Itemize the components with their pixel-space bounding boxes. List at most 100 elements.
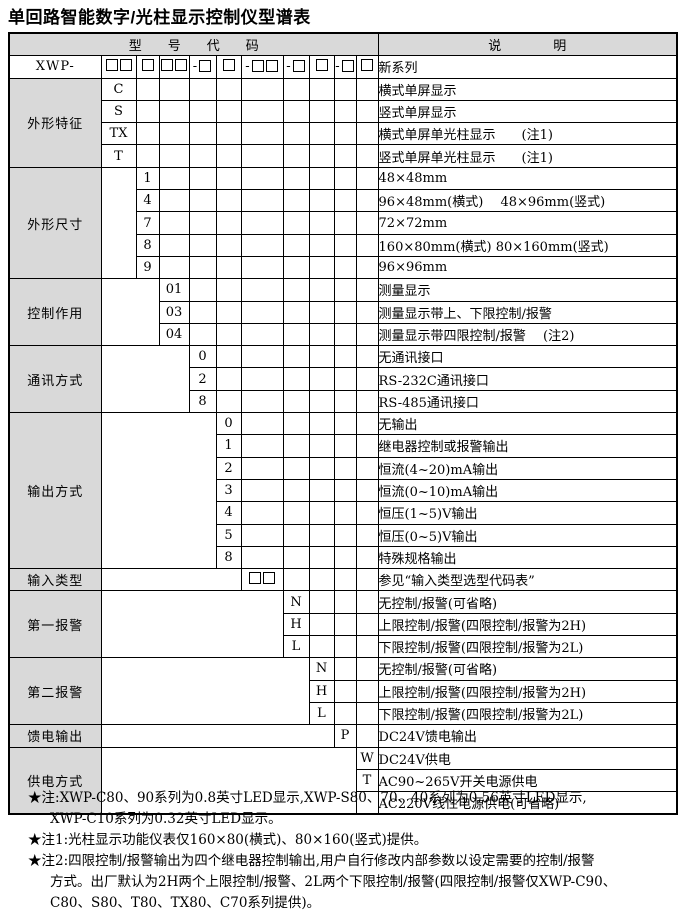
empty-code-cell: [308, 456, 335, 480]
empty-code-cell: [240, 367, 284, 391]
empty-code-cell: [282, 523, 310, 547]
desc-cell: 竖式单屏单光柱显示 (注1): [377, 144, 678, 168]
empty-code-cell: [282, 389, 310, 414]
desc-cell: 96×96mm: [377, 255, 678, 280]
empty-code-cell: [308, 568, 335, 592]
footnote-line: ★注1:光柱显示功能仪表仅160×80(横式)、80×160(竖式)提供。: [28, 830, 683, 851]
desc-cell: RS-485通讯接口: [377, 389, 678, 414]
desc-cell: 160×80mm(横式) 80×160mm(竖式): [377, 233, 678, 257]
code-cell-dimensions: 7: [135, 211, 160, 235]
model-prefix-cell: XWP-: [8, 55, 102, 79]
empty-code-cell: [308, 233, 335, 257]
footnotes: ★注:XWP-C80、90系列为0.8英寸LED显示,XWP-S80、70、40…: [28, 788, 683, 914]
empty-code-cell: [355, 434, 379, 458]
empty-code-cell: [308, 434, 335, 458]
empty-code-cell: [355, 679, 379, 703]
empty-code-cell: [355, 612, 379, 637]
code-group-cell: [355, 55, 379, 79]
code-cell-input-type: [240, 568, 284, 592]
desc-cell: 恒流(4~20)mA输出: [377, 456, 678, 480]
empty-code-cell: [215, 211, 242, 235]
empty-code-cell: [308, 211, 335, 235]
code-placeholder-box: [249, 572, 261, 585]
empty-code-cell: [240, 233, 284, 257]
empty-code-cell: [282, 278, 310, 302]
empty-code-cell: [135, 122, 160, 146]
empty-code-cell: [282, 166, 310, 191]
code-placeholder-box: [222, 59, 235, 72]
empty-code-cell: [355, 122, 379, 146]
empty-code-cell: [282, 300, 310, 324]
desc-cell: 测量显示带四限控制/报警 (注2): [377, 322, 678, 347]
empty-code-cell: [308, 322, 335, 347]
desc-cell: 48×48mm: [377, 166, 678, 191]
empty-code-cell: [282, 501, 310, 525]
dash-separator: -: [335, 58, 340, 74]
empty-code-cell: [333, 701, 357, 726]
empty-code-cell: [282, 99, 310, 124]
code-group-cell: [215, 55, 242, 79]
empty-code-cell: [333, 77, 357, 101]
empty-code-cell: [215, 189, 242, 213]
code-cell-dimensions: 1: [135, 166, 160, 191]
section-label-power-supply: 供电方式: [8, 746, 102, 815]
code-cell-alarm-2: H: [308, 679, 335, 703]
code-cell-alarm-1: L: [282, 635, 310, 659]
footnote-text: 光柱显示功能仪表仅160×80(横式)、80×160(竖式)提供。: [68, 832, 428, 848]
empty-code-cell: [308, 523, 335, 547]
empty-code-cell: [308, 612, 335, 637]
code-cell-power-supply: W: [355, 746, 379, 770]
desc-cell: 96×48mm(横式) 48×96mm(竖式): [377, 189, 678, 213]
empty-code-cell: [333, 523, 357, 547]
code-cell-control-function: 03: [158, 300, 190, 324]
footnote-marker: ★注:: [28, 790, 60, 806]
empty-code-cell: [188, 278, 217, 302]
section-label-shape-feature: 外形特征: [8, 77, 102, 168]
desc-cell: 特殊规格输出: [377, 545, 678, 570]
empty-code-cell: [188, 122, 217, 146]
empty-code-cell: [355, 389, 379, 414]
code-cell-alarm-1: N: [282, 590, 310, 614]
code-group-cell: -: [188, 55, 217, 79]
empty-code-cell: [158, 189, 190, 213]
desc-cell: 恒压(1~5)V输出: [377, 501, 678, 525]
empty-code-cell: [282, 255, 310, 280]
empty-code-cell: [308, 367, 335, 391]
empty-code-cell: [240, 77, 284, 101]
section-label-input-type: 输入类型: [8, 568, 102, 592]
empty-code-cell: [282, 189, 310, 213]
empty-code-cell: [188, 99, 217, 124]
empty-code-cell: [333, 389, 357, 414]
empty-code-cell: [333, 657, 357, 681]
code-cell-alarm-2: N: [308, 657, 335, 681]
section-label-alarm-2: 第二报警: [8, 657, 102, 726]
empty-code-cell: [333, 233, 357, 257]
empty-code-cell: [333, 345, 357, 369]
empty-code-cell: [308, 122, 335, 146]
empty-code-cell: [240, 211, 284, 235]
desc-cell: RS-232C通讯接口: [377, 367, 678, 391]
empty-code-cell: [215, 255, 242, 280]
desc-cell: 竖式单屏显示: [377, 99, 678, 124]
code-group-cell: [135, 55, 160, 79]
footnote-text: 四限控制/报警输出为四个继电器控制输出,用户自行修改内部参数以设定需要的控制/报…: [68, 853, 595, 869]
merged-empty-cell: [100, 568, 242, 592]
empty-code-cell: [355, 300, 379, 324]
empty-code-cell: [188, 300, 217, 324]
empty-code-cell: [308, 278, 335, 302]
empty-code-cell: [282, 367, 310, 391]
empty-code-cell: [355, 657, 379, 681]
empty-code-cell: [188, 189, 217, 213]
footnote-marker: ★注1:: [28, 832, 69, 848]
dash-separator: -: [286, 58, 291, 74]
empty-code-cell: [215, 300, 242, 324]
code-placeholder-box: [361, 59, 374, 72]
empty-code-cell: [158, 99, 190, 124]
empty-code-cell: [240, 278, 284, 302]
empty-code-cell: [333, 501, 357, 525]
empty-code-cell: [240, 501, 284, 525]
empty-code-cell: [333, 412, 357, 436]
empty-code-cell: [355, 144, 379, 168]
empty-code-cell: [355, 478, 379, 503]
empty-code-cell: [188, 322, 217, 347]
